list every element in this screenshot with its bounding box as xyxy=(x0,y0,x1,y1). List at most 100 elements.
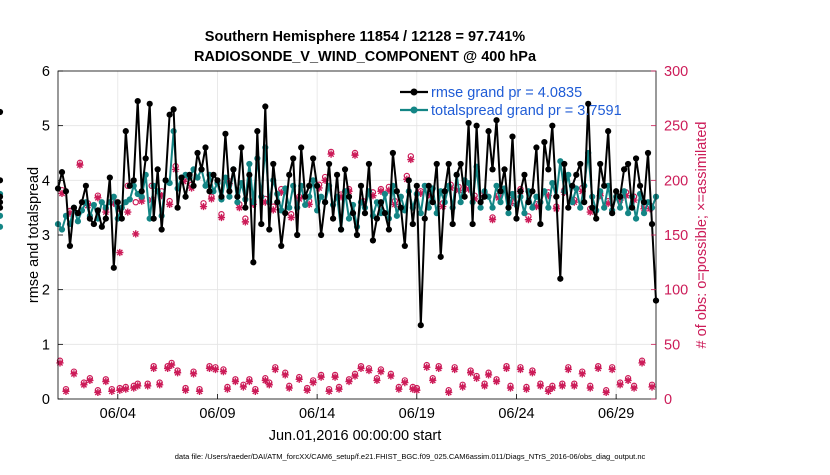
rmse-point xyxy=(353,231,361,239)
rmse-point xyxy=(636,182,644,189)
rmse-point xyxy=(202,144,209,151)
y-right-tick-label: 250 xyxy=(664,119,688,135)
obs-assimilated-marker xyxy=(331,373,339,381)
rmse-point xyxy=(648,220,656,228)
obs-assimilated-marker xyxy=(423,363,431,371)
rmse-point xyxy=(481,193,488,200)
y-right-tick-label: 200 xyxy=(664,173,688,189)
rmse-point xyxy=(349,210,357,217)
obs-assimilated-marker xyxy=(58,189,66,198)
totalspread-point xyxy=(624,210,632,217)
totalspread-point xyxy=(632,215,640,222)
rmse-point xyxy=(601,182,608,189)
rmse-point xyxy=(577,160,584,168)
totalspread-point xyxy=(74,218,82,225)
y-left-tick-label: 6 xyxy=(42,64,50,80)
legend-rmse-label: rmse grand pr = 4.0835 xyxy=(431,85,582,101)
rmse-point xyxy=(0,199,4,206)
rmse-point xyxy=(417,322,424,329)
rmse-line xyxy=(57,100,657,327)
obs-assimilated-marker xyxy=(269,206,277,214)
rmse-point xyxy=(78,199,86,206)
obs-assimilated-marker xyxy=(116,248,124,257)
rmse-point xyxy=(178,174,185,181)
obs-assimilated-marker xyxy=(211,365,220,374)
rmse-point xyxy=(545,166,552,173)
rmse-point xyxy=(102,215,109,222)
totalspread-point xyxy=(98,199,105,206)
obs-assimilated-marker xyxy=(158,192,166,200)
rmse-point xyxy=(190,182,197,189)
obs-assimilated-marker xyxy=(465,185,473,193)
rmse-point xyxy=(182,193,189,200)
rmse-point xyxy=(644,149,652,157)
rmse-point xyxy=(170,106,177,113)
y-left-tick-label: 2 xyxy=(42,283,50,299)
obs-assimilated-marker xyxy=(130,384,138,392)
obs-assimilated-marker xyxy=(179,177,188,186)
rmse-point xyxy=(640,199,648,206)
obs-assimilated-marker xyxy=(321,176,329,184)
totalspread-point xyxy=(234,199,241,206)
obs-assimilated-marker xyxy=(558,382,566,390)
obs-assimilated-marker xyxy=(102,377,110,386)
rmse-point xyxy=(86,215,93,222)
obs-assimilated-marker xyxy=(532,202,540,211)
obs-assimilated-marker xyxy=(94,194,102,202)
totalspread-point xyxy=(489,204,496,211)
totalspread-point xyxy=(138,193,145,200)
rmse-point xyxy=(230,166,237,173)
rmse-point xyxy=(373,215,381,222)
totalspread-point xyxy=(497,199,504,206)
obs-assimilated-marker xyxy=(241,218,249,226)
rmse-point xyxy=(310,155,317,162)
rmse-point xyxy=(433,160,440,168)
rmse-point xyxy=(401,242,408,250)
x-tick-label: 06/14 xyxy=(299,406,335,422)
rmse-point xyxy=(461,193,468,200)
rmse-point xyxy=(166,111,173,118)
x-tick-label: 06/09 xyxy=(199,406,235,422)
totalspread-point xyxy=(194,174,201,181)
obs-assimilated-marker xyxy=(156,381,164,389)
obs-assimilated-marker xyxy=(638,359,646,367)
obs-assimilated-marker xyxy=(235,204,243,212)
rmse-point xyxy=(469,220,476,228)
rmse-point xyxy=(138,188,145,195)
totalspread-point xyxy=(302,201,309,209)
rmse-point xyxy=(333,171,341,178)
rmse-point xyxy=(218,193,225,200)
obs-assimilated-marker xyxy=(174,369,182,377)
obs-assimilated-marker xyxy=(445,388,453,397)
axes-ticks: 0 1 2 3 4 5 6 0 50 100 150 200 250 300 06/04 06/09 06/14… xyxy=(42,64,688,422)
obs-assimilated-marker xyxy=(544,192,552,200)
x-axis-label: Jun.01,2016 00:00:00 start xyxy=(269,428,442,444)
totalspread-point xyxy=(0,212,4,219)
obs-possible-marker xyxy=(132,198,139,206)
rmse-point xyxy=(541,138,548,146)
rmse-point xyxy=(593,215,600,222)
rmse-point xyxy=(278,242,285,250)
obs-assimilated-marker xyxy=(56,359,64,367)
totalspread-point xyxy=(381,190,389,198)
rmse-point xyxy=(146,100,153,107)
obs-assimilated-marker xyxy=(630,196,638,204)
obs-assimilated-marker xyxy=(357,364,365,372)
rmse-point xyxy=(497,188,504,195)
obs-assimilated-marker xyxy=(506,384,515,392)
obs-assimilated-marker xyxy=(287,213,295,222)
rmse-point xyxy=(393,188,400,195)
totalspread-point xyxy=(286,204,293,211)
rmse-point xyxy=(553,193,560,200)
obs-assimilated-marker xyxy=(108,387,116,395)
totalspread-point xyxy=(617,204,624,211)
obs-assimilated-marker xyxy=(578,370,586,378)
obs-assimilated-marker xyxy=(570,382,578,390)
y-right-tick-label: 50 xyxy=(664,337,680,353)
obs-assimilated-marker xyxy=(231,377,240,386)
legend-spread-label: totalspread grand pr = 3.7591 xyxy=(431,103,622,119)
rmse-point xyxy=(118,215,125,222)
totalspread-point xyxy=(202,182,209,189)
rmse-point xyxy=(242,204,249,211)
rmse-point xyxy=(0,108,4,116)
